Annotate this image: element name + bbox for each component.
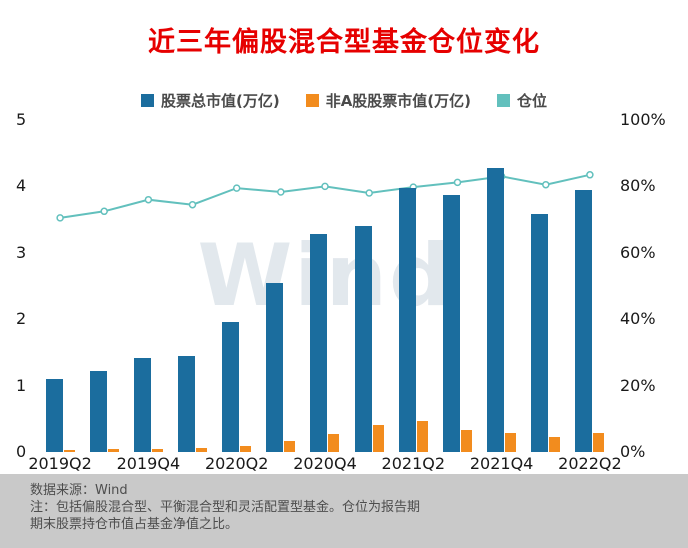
non-a-share-bar-2021Q2 xyxy=(416,421,428,452)
non-a-share-bar-2019Q3 xyxy=(107,449,119,452)
bar-group-2020Q4 xyxy=(303,120,347,452)
legend-item-0: 股票总市值(万亿) xyxy=(140,90,280,111)
y-tick-right-100pct: 100% xyxy=(620,110,666,129)
bar-group-2021Q4 xyxy=(480,120,524,452)
bar-group-2019Q2 xyxy=(38,120,82,452)
legend-label-2: 仓位 xyxy=(517,92,548,110)
y-axis-right: 0% 20% 40% 60% 80% 100% xyxy=(620,111,680,461)
total-value-bar-2021Q1 xyxy=(354,226,372,452)
x-tick-2020Q4: 2020Q4 xyxy=(293,454,357,473)
legend: 股票总市值(万亿) 非A股股票市值(万亿) 仓位 xyxy=(0,90,688,111)
total-value-bar-2020Q1 xyxy=(178,356,196,452)
chart-title: 近三年偏股混合型基金仓位变化 xyxy=(148,27,540,58)
y-tick-left-3: 3 xyxy=(16,242,27,262)
x-tick-2022Q2: 2022Q2 xyxy=(558,454,622,473)
legend-swatch-1 xyxy=(305,94,319,107)
bar-group-2020Q1 xyxy=(170,120,214,452)
y-tick-left-1: 1 xyxy=(16,375,27,395)
line-marker-2022Q2 xyxy=(586,171,594,179)
y-tick-left-5: 5 xyxy=(16,110,27,129)
non-a-share-bar-2021Q3 xyxy=(460,430,472,452)
non-a-share-bar-2020Q1 xyxy=(196,448,208,452)
bar-group-2019Q3 xyxy=(82,120,126,452)
line-marker-2022Q1 xyxy=(542,180,550,189)
total-value-bar-2020Q4 xyxy=(310,234,328,452)
line-marker-2020Q2 xyxy=(232,184,241,192)
non-a-share-bar-2021Q1 xyxy=(372,425,384,452)
total-value-bar-2019Q2 xyxy=(45,379,63,452)
y-tick-right-40pct: 40% xyxy=(620,309,656,329)
note-line-2: 期末股票持仓市值占基金净值之比。 xyxy=(30,517,239,532)
total-value-bar-2021Q3 xyxy=(442,195,460,452)
bar-group-2021Q1 xyxy=(347,120,391,452)
bar-group-2022Q1 xyxy=(524,120,568,452)
legend-swatch-0 xyxy=(140,94,154,107)
line-marker-2021Q1 xyxy=(365,189,373,197)
line-marker-2020Q4 xyxy=(321,182,329,191)
non-a-share-bar-2022Q2 xyxy=(593,433,605,452)
line-marker-2019Q3 xyxy=(100,207,108,216)
legend-label-1: 非A股股票市值(万亿) xyxy=(325,92,472,110)
y-tick-right-20pct: 20% xyxy=(620,375,656,395)
footer-note: 数据来源：Wind 注：包括偏股混合型、平衡混合型和灵活配置型基金。仓位为报告期… xyxy=(0,474,688,548)
y-axis-left: 0 1 2 3 4 5 xyxy=(16,111,36,461)
bar-group-2020Q3 xyxy=(259,120,303,452)
non-a-share-bar-2019Q2 xyxy=(63,450,75,452)
data-source: 数据来源：Wind xyxy=(30,483,128,498)
total-value-bar-2021Q4 xyxy=(487,168,505,452)
x-tick-2021Q2: 2021Q2 xyxy=(381,454,446,473)
legend-label-0: 股票总市值(万亿) xyxy=(160,92,280,110)
y-tick-right-0pct: 0% xyxy=(620,442,646,461)
x-tick-2021Q4: 2021Q4 xyxy=(469,454,534,473)
total-value-bar-2022Q1 xyxy=(531,214,549,452)
non-a-share-bar-2020Q4 xyxy=(328,434,340,452)
y-tick-left-2: 2 xyxy=(16,309,27,329)
legend-item-1: 非A股股票市值(万亿) xyxy=(305,90,472,111)
x-tick-2019Q4: 2019Q4 xyxy=(116,454,181,473)
bar-group-2022Q2 xyxy=(568,120,612,452)
total-value-bar-2019Q4 xyxy=(133,358,151,452)
legend-item-2: 仓位 xyxy=(497,90,547,111)
y-tick-right-80pct: 80% xyxy=(620,176,656,196)
y-tick-left-0: 0 xyxy=(16,442,27,461)
line-marker-2021Q3 xyxy=(453,178,462,187)
non-a-share-bar-2020Q2 xyxy=(240,446,252,452)
non-a-share-bar-2021Q4 xyxy=(505,433,517,452)
y-tick-left-4: 4 xyxy=(16,176,27,196)
line-marker-2020Q3 xyxy=(277,188,285,196)
y-tick-right-60pct: 60% xyxy=(620,242,656,262)
non-a-share-bar-2020Q3 xyxy=(284,441,296,452)
non-a-share-bar-2022Q1 xyxy=(549,437,561,452)
x-tick-2020Q2: 2020Q2 xyxy=(204,454,269,473)
plot-area: Wind xyxy=(38,120,612,452)
legend-swatch-2 xyxy=(497,94,511,107)
total-value-bar-2020Q3 xyxy=(266,283,284,452)
bar-group-2021Q2 xyxy=(391,120,435,452)
x-axis: 2019Q2 2019Q4 2020Q2 2020Q4 2021Q2 2021Q4 2022… xyxy=(28,454,621,474)
total-value-bar-2020Q2 xyxy=(222,322,240,452)
line-marker-2019Q4 xyxy=(144,195,153,204)
note-line-1: 注：包括偏股混合型、平衡混合型和灵活配置型基金。仓位为报告期 xyxy=(30,500,421,515)
bar-group-2019Q4 xyxy=(126,120,170,452)
total-value-bar-2021Q2 xyxy=(398,188,416,452)
total-value-bar-2022Q2 xyxy=(575,190,593,452)
bar-group-2021Q3 xyxy=(435,120,479,452)
line-marker-2019Q2 xyxy=(56,214,64,222)
line-marker-2020Q1 xyxy=(188,200,197,209)
total-value-bar-2019Q3 xyxy=(89,371,107,452)
x-tick-2019Q2: 2019Q2 xyxy=(28,454,92,473)
non-a-share-bar-2019Q4 xyxy=(151,449,163,452)
bar-group-2020Q2 xyxy=(215,120,259,452)
